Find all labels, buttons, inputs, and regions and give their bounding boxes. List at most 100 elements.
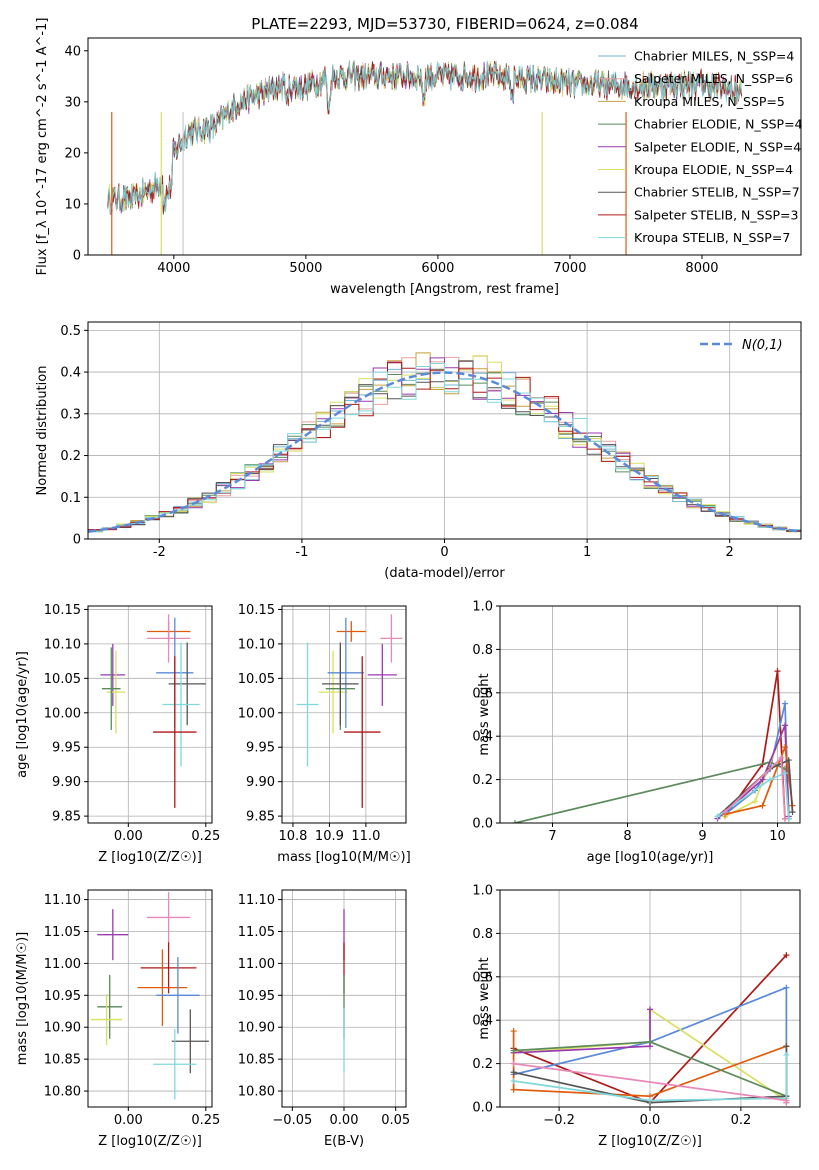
mass-weight-series (512, 1031, 787, 1098)
plus-marker (647, 1038, 653, 1045)
axes-frame (87, 37, 802, 256)
plus-marker (510, 1077, 517, 1084)
x-tick-label: 0.05 (381, 1113, 410, 1128)
plus-marker (647, 1006, 653, 1013)
panel-mass_vs_Z: 0.00 0.25 10.80 10.85 10.90 10.95 11.00 11.05 11… (15, 889, 220, 1149)
y-tick-label: 9.90 (52, 775, 81, 790)
y-axis-label: mass weight (477, 673, 492, 755)
y-axis-label: Flux [f_λ 10^-17 erg cm^-2 s^-1 A^-1] (35, 18, 50, 276)
y-tick-label: 0.0 (472, 1101, 493, 1116)
error-bar-point (100, 643, 126, 706)
error-bar-point (322, 642, 359, 726)
plus-marker (512, 820, 518, 823)
y-tick-label: 11.05 (238, 925, 275, 940)
y-tick-label: 9.85 (52, 810, 81, 825)
y-tick-label: 10 (64, 197, 81, 212)
mass-weight-series (716, 725, 790, 820)
y-tick-label: 10.85 (44, 1053, 81, 1068)
y-tick-label: 0.5 (60, 324, 81, 339)
y-tick-label: 0.2 (472, 773, 493, 788)
plot-area (510, 952, 790, 1106)
y-tick-label: 40 (64, 44, 81, 59)
y-tick-label: 10.15 (238, 603, 275, 618)
y-tick-label: 10.00 (44, 706, 81, 721)
mass-weight-series (716, 758, 794, 818)
y-tick-label: 0.2 (60, 449, 81, 464)
plus-marker (759, 776, 766, 783)
plus-marker (782, 700, 788, 707)
error-bar-point (344, 656, 381, 808)
error-bar-point (140, 942, 197, 994)
panel-age_vs_mass: 10.8 10.9 11.0 9.85 9.90 9.95 10.00 10.05 10.10 1… (238, 603, 411, 865)
y-tick-label: 0.6 (472, 970, 493, 985)
plus-marker (714, 813, 721, 820)
error-bar-point (336, 621, 366, 642)
y-tick-label: 0.0 (472, 817, 493, 832)
plus-marker (783, 984, 790, 991)
axes-frame (87, 889, 213, 1108)
x-tick-label: 7 (548, 829, 556, 844)
x-tick-label: 0.00 (114, 1113, 143, 1128)
y-tick-label: 10.00 (238, 706, 275, 721)
plus-marker (752, 798, 758, 805)
error-bar-point (367, 643, 397, 706)
error-bar-point (91, 994, 123, 1046)
legend-label: Kroupa STELIB, N_SSP=7 (634, 230, 790, 245)
panel-mass_vs_ebv: −0.05 0.00 0.05 10.80 10.85 10.90 10.95 11.00 11… (238, 889, 410, 1149)
mass-weight-series (724, 746, 794, 816)
y-tick-label: 0.4 (472, 730, 493, 745)
y-tick-label: 10.95 (44, 989, 81, 1004)
error-bar-point (153, 1029, 197, 1100)
spectrum-line (107, 60, 742, 215)
x-axis-label: Z [log10(Z/Z☉)] (598, 1134, 702, 1149)
y-tick-label: 0.8 (472, 643, 493, 658)
y-tick-label: 0.6 (472, 686, 493, 701)
error-bar-point (106, 650, 126, 734)
plus-marker (510, 1047, 517, 1054)
plus-marker (778, 754, 785, 761)
y-tick-label: 10.90 (44, 1021, 81, 1036)
plot-area (100, 614, 206, 808)
y-tick-label: 0.4 (472, 1014, 493, 1029)
plus-marker (782, 744, 788, 751)
error-bar-point (146, 891, 191, 943)
plot-area (107, 59, 742, 255)
y-tick-label: 1.0 (472, 884, 493, 899)
plus-marker (782, 722, 788, 729)
x-axis-label: (data-model)/error (384, 566, 505, 581)
y-tick-label: 0.8 (472, 927, 493, 942)
y-tick-label: 10.05 (238, 672, 275, 687)
error-bar-point (171, 1009, 209, 1074)
y-tick-label: 30 (64, 95, 81, 110)
y-tick-label: 10.95 (238, 989, 275, 1004)
x-tick-label: -2 (153, 545, 166, 560)
y-tick-label: 0 (73, 249, 81, 264)
x-tick-label: 10 (769, 829, 786, 844)
x-tick-label: 0.00 (330, 1113, 359, 1128)
error-bar-point (327, 617, 365, 728)
y-tick-label: 10.10 (44, 637, 81, 652)
plus-marker (789, 809, 796, 816)
plus-marker (510, 1060, 517, 1067)
y-axis-label: age [log10(age/yr)] (15, 651, 30, 778)
y-tick-label: 0 (73, 533, 81, 548)
x-axis-label: E(B-V) (324, 1134, 364, 1149)
plus-marker (759, 802, 766, 809)
plot-area (88, 352, 801, 534)
y-tick-label: 10.85 (238, 1053, 275, 1068)
x-tick-label: 0.25 (191, 829, 220, 844)
y-tick-label: 0.4 (60, 366, 81, 381)
figure-title: PLATE=2293, MJD=53730, FIBERID=0624, z=0… (251, 15, 638, 33)
error-bar-point (318, 650, 348, 734)
legend-label: Kroupa MILES, N_SSP=5 (634, 94, 785, 109)
x-tick-label: 0.0 (640, 1113, 661, 1128)
x-tick-label: 1 (583, 545, 591, 560)
legend-label: Chabrier STELIB, N_SSP=7 (634, 185, 800, 200)
x-tick-label: 11.0 (351, 829, 380, 844)
y-tick-label: 10.10 (238, 637, 275, 652)
x-tick-label: 0.2 (731, 1113, 752, 1128)
plus-marker (510, 1028, 517, 1035)
error-bar-point (97, 974, 123, 1039)
panel-age_vs_Z: 0.00 0.25 9.85 9.90 9.95 10.00 10.05 10.10 10.15… (15, 603, 220, 865)
